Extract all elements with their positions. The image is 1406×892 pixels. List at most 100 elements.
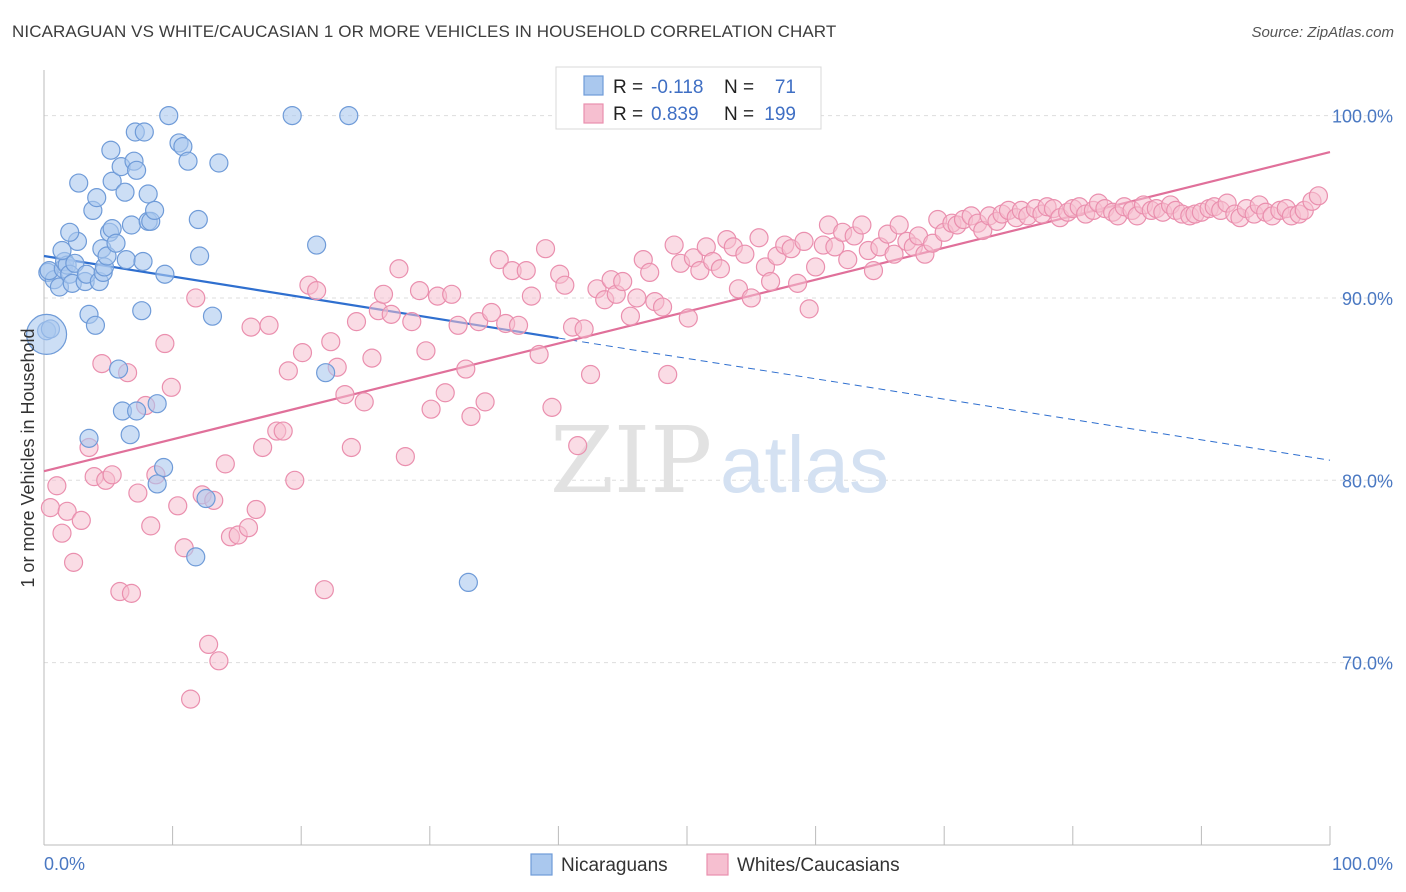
data-point-nicaraguans (178, 151, 198, 171)
data-point-nicaraguans (138, 184, 158, 204)
data-point-whites (128, 483, 148, 503)
data-point-whites (186, 288, 206, 308)
data-point-whites (884, 244, 904, 264)
data-point-whites (341, 437, 361, 458)
data-point-whites (574, 319, 594, 339)
data-point-whites (620, 306, 641, 326)
legend-r-value-1: -0.118 (651, 77, 703, 98)
data-point-whites (63, 552, 84, 572)
data-point-whites (321, 332, 341, 352)
points-whites (40, 186, 1329, 709)
x-tick-label: 100.0% (1332, 854, 1393, 874)
data-point-whites (627, 288, 647, 308)
data-point-nicaraguans (316, 363, 336, 383)
grid-lines (44, 115, 1392, 664)
data-point-nicaraguans (209, 153, 229, 173)
data-point-whites (555, 275, 575, 295)
data-point-whites (335, 384, 355, 405)
data-point-whites (402, 312, 422, 332)
watermark-zip: ZIP (550, 407, 712, 514)
data-point-whites (461, 406, 481, 427)
data-point-whites (521, 286, 541, 306)
data-point-whites (678, 308, 698, 328)
legend-bottom: Nicaraguans Whites/Caucasians (530, 853, 900, 876)
data-point-nicaraguans (52, 240, 72, 261)
data-point-whites (640, 262, 660, 283)
data-point-whites (652, 297, 673, 317)
data-point-nicaraguans (126, 401, 147, 421)
data-point-nicaraguans (85, 315, 106, 335)
data-point-nicaraguans (155, 264, 175, 284)
x-tick-label: 0.0% (44, 854, 85, 874)
data-point-whites (794, 231, 814, 252)
bottom-legend-swatch-whites (706, 853, 729, 876)
data-point-nicaraguans (144, 200, 165, 221)
data-point-whites (292, 343, 313, 363)
data-point-whites (141, 516, 161, 536)
legend-n-label-2: N = (724, 104, 754, 125)
data-point-whites (489, 250, 509, 270)
data-point-whites (161, 377, 181, 397)
data-point-whites (273, 421, 293, 441)
data-point-whites (47, 476, 67, 496)
data-point-whites (181, 689, 201, 709)
y-tick-label: 90.0% (1342, 289, 1393, 309)
data-point-whites (381, 304, 401, 324)
legend-r-label-2: R = (613, 104, 643, 125)
data-point-whites (102, 465, 122, 485)
data-point-whites (71, 510, 91, 531)
data-point-whites (475, 392, 495, 412)
y-axis-label: 1 or more Vehicles in Household (18, 328, 38, 587)
legend-r-value-2: 0.839 (651, 104, 699, 125)
data-point-whites (658, 364, 678, 385)
data-point-whites (168, 496, 188, 516)
data-point-whites (92, 353, 112, 374)
data-point-whites (199, 634, 219, 655)
data-point-nicaraguans (186, 547, 206, 567)
data-point-whites (285, 470, 305, 490)
data-point-nicaraguans (133, 251, 153, 272)
data-point-nicaraguans (87, 188, 107, 208)
data-point-whites (516, 260, 536, 281)
data-point-whites (278, 361, 298, 381)
data-point-whites (354, 392, 374, 412)
data-point-whites (314, 580, 334, 600)
data-point-whites (246, 499, 266, 520)
data-point-nicaraguans (115, 182, 135, 202)
data-point-nicaraguans (134, 122, 154, 142)
data-point-whites (580, 364, 601, 385)
x-tick-labels: 0.0% 100.0% (44, 854, 1393, 874)
legend-r-label-1: R = (613, 77, 643, 98)
data-point-nicaraguans (79, 428, 99, 448)
data-point-whites (416, 341, 436, 361)
data-point-whites (259, 315, 279, 335)
data-point-whites (155, 333, 175, 354)
data-point-whites (57, 501, 77, 521)
data-point-whites (542, 397, 562, 417)
legend-top: R = -0.118 N = 71 R = 0.839 N = 199 (555, 66, 822, 130)
bottom-legend-swatch-nicaraguans (530, 853, 553, 876)
data-point-nicaraguans (101, 140, 121, 160)
data-point-whites (238, 518, 259, 538)
data-point-whites (568, 436, 588, 456)
data-point-whites (535, 239, 556, 259)
data-point-whites (346, 312, 367, 332)
data-point-whites (373, 284, 394, 304)
data-point-whites (1308, 186, 1329, 206)
data-point-nicaraguans (196, 488, 216, 509)
data-point-nicaraguans (126, 160, 147, 180)
data-point-nicaraguans (25, 313, 68, 356)
data-point-nicaraguans (120, 425, 140, 445)
data-point-whites (613, 271, 633, 292)
chart-title: NICARAGUAN VS WHITE/CAUCASIAN 1 OR MORE … (12, 22, 837, 41)
data-point-whites (307, 281, 327, 301)
y-tick-labels: 100.0% 90.0% 80.0% 70.0% (1332, 107, 1393, 674)
points-nicaraguans (25, 105, 478, 593)
data-point-whites (710, 259, 731, 279)
watermark-atlas: atlas (720, 420, 889, 509)
data-point-nicaraguans (188, 209, 208, 230)
data-point-whites (435, 383, 455, 403)
data-point-whites (52, 523, 72, 543)
axes (43, 70, 1331, 846)
